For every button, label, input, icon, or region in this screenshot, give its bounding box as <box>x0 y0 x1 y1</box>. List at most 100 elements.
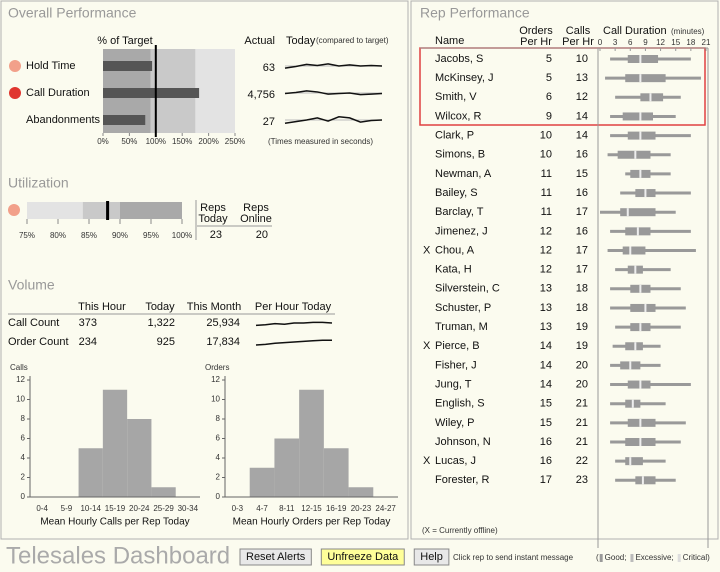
x-tick-label: 4-7 <box>256 504 268 513</box>
rep-row[interactable]: Jung, T 14 20 <box>435 378 691 390</box>
x-tick-label: 15 <box>671 38 680 47</box>
cell-value: 925 <box>157 336 175 348</box>
rep-row[interactable]: Smith, V 6 12 <box>435 91 681 103</box>
column-header: Name <box>435 35 464 47</box>
box <box>625 457 643 466</box>
sparkline <box>255 339 332 346</box>
column-note: (minutes) <box>671 27 705 36</box>
rep-row[interactable]: X Chou, A 12 17 <box>423 244 696 256</box>
rep-name: Lucas, J <box>435 455 476 467</box>
y-tick-label: 8 <box>21 414 26 423</box>
rep-name: Forester, R <box>435 474 489 486</box>
x-tick-label: 0 <box>598 38 603 47</box>
rep-row[interactable]: Kata, H 12 17 <box>435 264 671 276</box>
rep-name: English, S <box>435 398 485 410</box>
y-tick-label: 12 <box>16 375 25 384</box>
x-tick-label: 18 <box>686 38 695 47</box>
calls-per-hr: 17 <box>576 244 588 256</box>
bar <box>274 438 300 497</box>
y-tick-label: 0 <box>21 492 26 501</box>
reps-today: 23 <box>210 229 222 241</box>
orders-per-hr: 15 <box>540 417 552 429</box>
calls-per-hr: 22 <box>576 455 588 467</box>
x-tick-label: 90% <box>112 231 128 240</box>
column-note: (compared to target) <box>316 36 389 45</box>
x-tick-label: 20-23 <box>351 504 372 513</box>
rep-row[interactable]: Fisher, J 14 20 <box>435 359 661 371</box>
x-tick-label: 80% <box>50 231 66 240</box>
rep-row[interactable]: Johnson, N 16 21 <box>435 436 681 448</box>
rep-row[interactable]: McKinsey, J 5 13 <box>435 72 701 84</box>
rep-row[interactable]: Simons, B 10 16 <box>435 149 671 161</box>
value-marker <box>106 201 110 220</box>
calls-per-hr: 17 <box>576 206 588 218</box>
rep-row[interactable]: Truman, M 13 19 <box>435 321 681 333</box>
right-panel <box>410 0 719 540</box>
offline-mark: X <box>423 455 431 467</box>
actual-value: 63 <box>263 62 275 74</box>
calls-per-hr: 21 <box>576 436 588 448</box>
offline-mark: X <box>423 340 431 352</box>
button[interactable]: Reset Alerts <box>239 548 312 566</box>
x-tick-label: 25-29 <box>153 504 174 513</box>
rep-row[interactable]: Jimenez, J 12 16 <box>435 225 691 237</box>
orders-per-hr: 13 <box>540 321 552 333</box>
bar <box>103 88 200 98</box>
x-axis-label: Mean Hourly Calls per Rep Today <box>40 517 189 528</box>
column-header: Calls <box>566 25 591 37</box>
x-tick-label: 12 <box>656 38 665 47</box>
rep-name: Smith, V <box>435 91 477 103</box>
calls-per-hr: 16 <box>576 225 588 237</box>
button[interactable]: Help <box>413 548 450 566</box>
rep-row[interactable]: Wiley, P 15 21 <box>435 417 686 429</box>
button[interactable]: Unfreeze Data <box>320 548 405 566</box>
cell-value: 17,834 <box>206 336 240 348</box>
x-tick-label: 250% <box>225 137 245 146</box>
y-tick-label: 4 <box>216 453 221 462</box>
column-header: Reps <box>243 202 269 214</box>
y-tick-label: 2 <box>216 473 221 482</box>
rep-row[interactable]: Newman, A 11 15 <box>435 168 671 180</box>
cell-value: 25,934 <box>206 317 240 329</box>
calls-per-hr: 15 <box>576 168 588 180</box>
sparkline <box>255 321 333 327</box>
rep-row[interactable]: Clark, P 10 14 <box>435 130 691 142</box>
rep-row[interactable]: X Lucas, J 16 22 <box>423 455 666 467</box>
rep-name: Chou, A <box>435 244 475 256</box>
legend-label: Good; <box>605 553 627 562</box>
orders-per-hr: 13 <box>540 283 552 295</box>
orders-per-hr: 11 <box>541 187 552 199</box>
hint: Click rep to send instant message <box>453 553 574 562</box>
range-band <box>27 202 83 219</box>
rep-name: Newman, A <box>435 168 492 180</box>
rep-row[interactable]: Bailey, S 11 16 <box>435 187 691 199</box>
rep-name: Jacobs, S <box>435 53 483 65</box>
rep-name: Jung, T <box>435 378 472 390</box>
y-tick-label: 10 <box>211 395 220 404</box>
calls-per-hr: 18 <box>576 302 588 314</box>
rep-name: Jimenez, J <box>435 225 488 237</box>
rep-row[interactable]: Silverstein, C 13 18 <box>435 283 681 295</box>
box <box>625 342 643 351</box>
note: (Times measured in seconds) <box>268 137 373 146</box>
orders-per-hr: 16 <box>540 455 552 467</box>
rep-row[interactable]: Wilcox, R 9 14 <box>435 110 676 122</box>
rep-row[interactable]: Barclay, T 11 17 <box>435 206 676 218</box>
box <box>617 150 651 159</box>
calls-per-hr: 19 <box>576 321 588 333</box>
rep-row[interactable]: Jacobs, S 5 10 <box>435 53 691 65</box>
orders-per-hr: 12 <box>540 225 552 237</box>
x-tick-label: 9 <box>643 38 648 47</box>
row-label: Order Count <box>8 336 69 348</box>
rep-row[interactable]: X Pierce, B 14 19 <box>423 340 661 352</box>
calls-per-hr: 13 <box>576 72 588 84</box>
rep-row[interactable]: Schuster, P 13 18 <box>435 302 686 314</box>
x-tick-label: 75% <box>19 231 35 240</box>
section-title: Utilization <box>8 175 69 191</box>
y-tick-label: 12 <box>211 375 220 384</box>
rep-row[interactable]: Forester, R 17 23 <box>435 474 676 486</box>
x-tick-label: 150% <box>172 137 192 146</box>
row-label: Abandonments <box>26 114 100 126</box>
offline-mark: X <box>423 244 431 256</box>
rep-row[interactable]: English, S 15 21 <box>435 398 666 410</box>
